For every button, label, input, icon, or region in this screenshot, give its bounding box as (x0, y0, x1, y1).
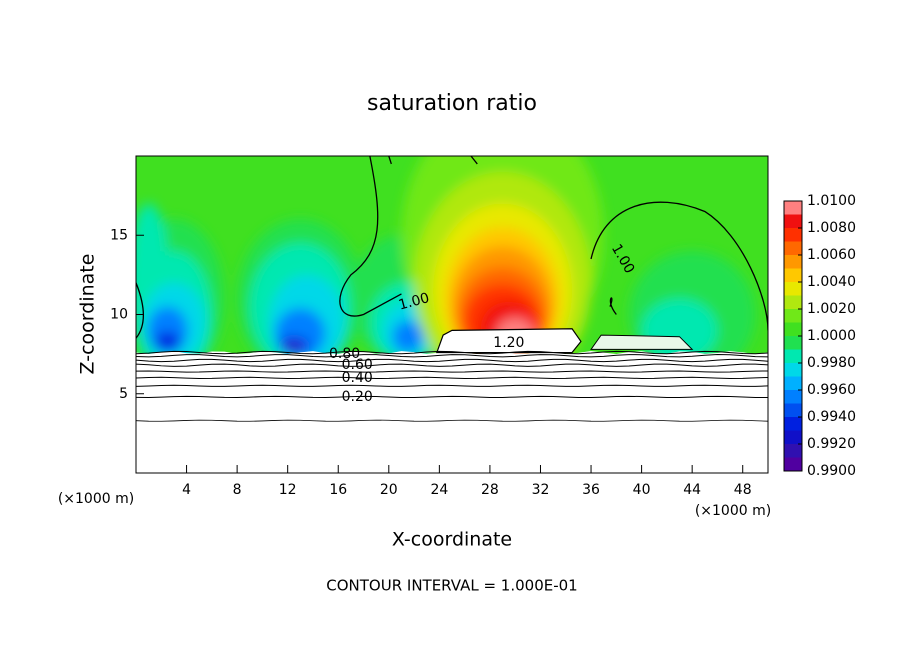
colorbar-tick-label: 1.0020 (807, 301, 856, 317)
contour-line (136, 384, 768, 387)
x-tick-label: 20 (380, 482, 398, 498)
colorbar-tick-label: 0.9960 (807, 382, 856, 398)
contour-label: 1.20 (493, 335, 524, 351)
colorbar-band (784, 457, 802, 471)
contours (136, 156, 768, 473)
colorbar-tick-label: 0.9900 (807, 463, 856, 479)
colorbar-band (784, 241, 802, 255)
colorbar-band (784, 376, 802, 390)
y-tick-label: 5 (119, 386, 128, 402)
dry-layer (136, 351, 768, 473)
colorbar-tick-label: 0.9920 (807, 436, 856, 452)
y-tick-label: 10 (110, 307, 128, 323)
x-tick-label: 24 (430, 482, 448, 498)
colorbar-tick-label: 0.9980 (807, 355, 856, 371)
x-tick-label: 40 (633, 482, 651, 498)
contour-line (609, 297, 617, 315)
x-unit-label: (×1000 m) (58, 491, 134, 507)
contour-line (590, 201, 768, 331)
contour-line (136, 358, 768, 363)
colorbar-band (784, 403, 802, 417)
x-tick-label: 32 (532, 482, 550, 498)
contour-label: 0.80 (329, 346, 360, 362)
contour-line (136, 350, 768, 355)
chart-title: saturation ratio (367, 91, 537, 116)
footer-note: CONTOUR INTERVAL = 1.000E-01 (326, 577, 577, 595)
x-tick-label: 28 (481, 482, 499, 498)
x-tick-label: 48 (734, 482, 752, 498)
colorbar-band (784, 430, 802, 444)
colorbar-tick-label: 1.0100 (807, 193, 856, 209)
x-tick-label: 4 (182, 482, 191, 498)
contour-line (136, 395, 768, 398)
contour-line (388, 156, 478, 165)
contour-line (339, 156, 402, 317)
colorbar-band (784, 201, 802, 215)
x-unit-label: (×1000 m) (695, 503, 771, 519)
field-blob (283, 343, 305, 353)
contour-label: 0.40 (342, 370, 373, 386)
field-blob (154, 331, 181, 351)
x-tick-label: 8 (233, 482, 242, 498)
colorbar-band (784, 322, 802, 336)
contour-line (136, 363, 768, 367)
y-tick-label: 15 (110, 227, 128, 243)
colorbar-tick-label: 1.0060 (807, 247, 856, 263)
colorbar-band (784, 349, 802, 363)
contour-line (136, 419, 768, 422)
x-tick-label: 12 (279, 482, 297, 498)
colorbar-tick-label: 1.0080 (807, 220, 856, 236)
contour-line (136, 282, 144, 339)
contour-line (136, 370, 768, 373)
x-tick-label: 44 (683, 482, 701, 498)
colorbar-band (784, 255, 802, 269)
colorbar-band (784, 295, 802, 309)
colorbar-band (784, 336, 802, 350)
colorbar-band (784, 228, 802, 242)
y-axis-label: Z-coordinate (77, 254, 99, 375)
cloud-cap (435, 328, 582, 354)
contour-label: 0.20 (342, 389, 373, 405)
colorbar-tick-label: 1.0040 (807, 274, 856, 290)
colorbar-band (784, 214, 802, 228)
colorbar-band (784, 282, 802, 296)
contour-line (136, 376, 768, 379)
colorbar-band (784, 417, 802, 431)
cloud-cap (590, 334, 694, 350)
x-tick-label: 16 (329, 482, 347, 498)
colorbar-band (784, 268, 802, 282)
colorbar-band (784, 390, 802, 404)
x-axis-label: X-coordinate (392, 529, 512, 551)
colorbar-tick-label: 0.9940 (807, 409, 856, 425)
x-tick-label: 36 (582, 482, 600, 498)
contour-label: 0.60 (342, 357, 373, 373)
field-blob (392, 320, 423, 353)
colorbar-band (784, 363, 802, 377)
contour-line (136, 354, 768, 358)
colorbar-band (784, 444, 802, 458)
colorbar-tick-label: 1.0000 (807, 328, 856, 344)
colorbar-band (784, 309, 802, 323)
contour-label: 1.00 (397, 290, 431, 314)
